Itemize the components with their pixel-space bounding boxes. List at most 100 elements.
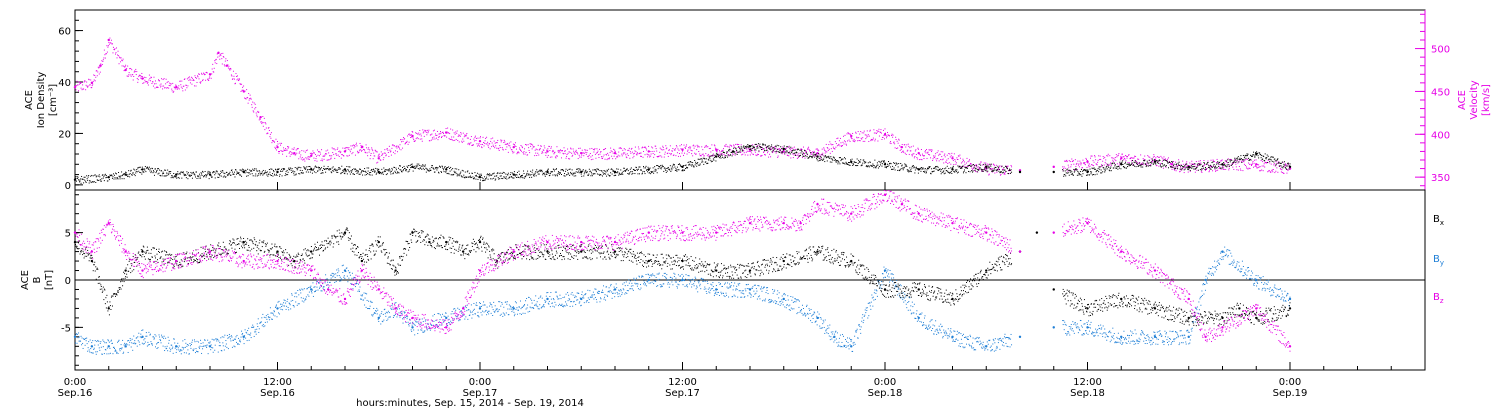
by-point	[478, 307, 482, 310]
ion-density-sample	[431, 165, 433, 167]
velocity-sample	[471, 144, 473, 146]
ion-density-sample	[804, 149, 805, 151]
ion-density-sample	[302, 172, 304, 174]
ion-density-sample	[958, 166, 960, 168]
velocity-sample	[704, 146, 706, 148]
ion-density-sample	[796, 149, 798, 151]
velocity-sample	[225, 58, 227, 60]
ion-density-sample	[273, 173, 275, 175]
velocity-sample	[907, 149, 909, 151]
velocity-sample	[190, 76, 192, 78]
velocity-sample	[874, 140, 876, 142]
ion-density-sample	[767, 146, 769, 148]
ion-density-sample	[963, 169, 965, 171]
ion-density-sample	[582, 169, 584, 171]
velocity-sample	[317, 154, 319, 156]
ion-density-sample	[899, 169, 901, 171]
velocity-sample	[192, 79, 194, 81]
velocity-sample	[619, 147, 621, 149]
velocity-sample	[210, 77, 212, 79]
velocity-sample	[877, 130, 879, 132]
velocity-sample	[772, 152, 774, 154]
velocity-sample	[936, 152, 938, 154]
ion-density-sample	[596, 173, 598, 175]
ion-density-sample	[102, 174, 104, 176]
velocity-sample	[1083, 162, 1085, 164]
velocity-sample	[1266, 162, 1268, 164]
velocity-sample	[651, 146, 653, 148]
velocity-sample	[278, 152, 280, 154]
velocity-sample	[835, 143, 837, 145]
ion-density-sample	[849, 162, 851, 164]
velocity-sample	[1143, 164, 1145, 166]
velocity-sample	[847, 140, 849, 142]
ion-density-sample	[1175, 168, 1177, 170]
ion-density-sample	[824, 154, 826, 156]
ion-density-sample	[977, 168, 979, 170]
ion-density-sample	[896, 163, 898, 165]
ion-density-sample	[382, 173, 384, 175]
ion-density-sample	[172, 176, 174, 178]
velocity-sample	[113, 49, 115, 51]
ion-density-sample	[1171, 161, 1173, 163]
ion-density-sample	[531, 176, 533, 178]
ion-density-sample	[184, 174, 186, 176]
velocity-sample	[1161, 157, 1163, 159]
ion-density-sample	[888, 164, 890, 166]
ion-density-sample	[1063, 175, 1065, 177]
velocity-sample	[945, 161, 947, 163]
velocity-sample	[889, 135, 891, 137]
velocity-point	[782, 150, 785, 153]
velocity-sample	[239, 83, 241, 85]
ion-density-sample	[525, 176, 527, 178]
velocity-sample	[485, 137, 487, 139]
ion-density-sample	[717, 156, 719, 158]
velocity-sample	[1245, 158, 1247, 160]
velocity-sample	[253, 102, 255, 104]
velocity-sample	[95, 70, 97, 72]
velocity-sample	[138, 76, 140, 78]
ion-density-sample	[841, 158, 843, 160]
ion-density-sample	[535, 175, 537, 177]
ion-density-sample	[281, 175, 283, 177]
ion-density-sample	[189, 174, 191, 176]
ion-density-sample	[490, 178, 492, 180]
velocity-sample	[135, 68, 137, 70]
ion-density-sample	[838, 157, 840, 159]
ion-density-sample	[469, 176, 471, 178]
ion-density-sample	[348, 171, 350, 173]
velocity-sample	[1234, 160, 1236, 162]
velocity-sample	[320, 160, 322, 162]
ion-density-sample	[203, 175, 205, 177]
ion-density-sample	[111, 174, 113, 176]
velocity-sample	[702, 153, 704, 155]
ion-density-sample	[522, 174, 524, 176]
velocity-sample	[724, 155, 726, 157]
velocity-sample	[1069, 161, 1071, 163]
ion-density-sample	[466, 176, 468, 178]
velocity-sample	[858, 139, 860, 141]
velocity-sample	[1209, 170, 1210, 172]
ion-density-sample	[738, 146, 740, 148]
velocity-sample	[1250, 159, 1252, 161]
velocity-sample	[1180, 164, 1182, 166]
ion-density-sample	[539, 170, 541, 172]
ion-density-sample	[919, 168, 921, 170]
velocity-sample	[1255, 165, 1257, 167]
velocity-sample	[248, 99, 250, 101]
velocity-sample	[1200, 171, 1202, 173]
velocity-sample	[308, 156, 310, 158]
ion-density-sample	[1005, 166, 1007, 168]
velocity-sample	[594, 148, 596, 150]
ion-density-sample	[634, 169, 636, 171]
ion-density-sample	[1109, 167, 1111, 169]
velocity-sample	[1200, 162, 1202, 164]
ion-density-sample	[470, 177, 472, 179]
ion-density-sample	[123, 178, 125, 180]
velocity-sample	[299, 156, 301, 158]
velocity-sample	[670, 153, 672, 155]
velocity-sample	[636, 154, 638, 156]
velocity-sample	[1107, 153, 1109, 155]
ion-density-sample	[678, 169, 680, 171]
velocity-sample	[985, 162, 987, 164]
